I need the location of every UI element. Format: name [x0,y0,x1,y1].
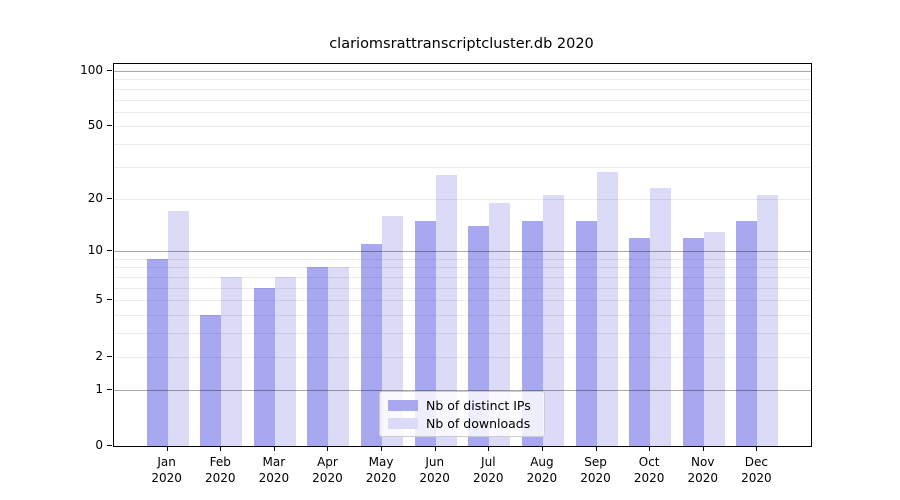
bar-distinct-ips-may [361,244,383,446]
bar-distinct-ips-dec [736,220,758,446]
y-tick-label: 50 [87,118,103,133]
y-tick [107,299,112,301]
bar-distinct-ips-oct [629,237,651,446]
legend-swatch-distinct-ips [388,399,418,411]
y-tick-label: 20 [87,190,103,205]
bar-distinct-ips-jan [146,258,168,446]
x-tick-label: Sep 2020 [580,455,611,485]
gridline-minor [114,79,811,81]
legend-label: Nb of downloads [426,415,531,431]
bar-downloads-oct [650,187,672,446]
x-tick [273,446,275,451]
x-tick-label: Feb 2020 [204,455,236,485]
x-tick-label: Mar 2020 [258,455,290,485]
y-tick-label: 10 [87,243,103,258]
y-tick-label: 1 [95,381,103,396]
gridline-major [114,389,811,391]
y-tick [107,355,112,357]
legend-row: Nb of distinct IPs [388,398,536,413]
bar-downloads-feb [221,277,243,446]
x-tick-label: Apr 2020 [312,455,343,485]
bar-distinct-ips-aug [521,220,543,446]
x-tick-label: Jan 2020 [151,455,182,485]
y-tick [107,250,112,252]
bar-downloads-apr [328,267,350,446]
x-tick [488,446,490,451]
y-tick-label: 5 [95,292,103,307]
y-tick [107,445,112,446]
gridline-minor [114,277,811,278]
legend-label: Nb of distinct IPs [426,397,531,413]
y-tick [107,69,112,71]
plot-area [113,63,812,447]
bar-downloads-dec [757,194,779,446]
gridline-minor [114,356,811,358]
bar-downloads-aug [542,194,564,446]
x-tick-label: Jun 2020 [419,455,450,485]
y-tick [107,388,112,390]
gridline-minor [114,99,811,101]
x-tick [381,446,383,451]
gridline-minor [114,111,811,113]
x-tick [220,446,222,451]
legend: Nb of distinct IPs Nb of downloads [379,391,545,437]
bar-downloads-jul [489,202,511,446]
bar-downloads-sep [596,172,618,446]
bar-downloads-may [382,215,404,446]
gridline-minor [114,88,811,90]
x-tick-label: Dec 2020 [741,455,772,485]
gridline-minor [114,144,811,146]
gridline-minor [114,315,811,317]
x-tick [702,446,704,451]
y-tick [107,197,112,199]
y-tick-label: 2 [95,348,103,363]
bar-distinct-ips-jun [414,220,436,446]
x-tick-label: Oct 2020 [633,455,665,485]
chart-title: clariomsrattranscriptcluster.db 2020 [329,36,594,52]
gridline-minor [114,287,811,289]
gridline-minor [114,333,811,335]
y-tick-label: 100 [80,62,103,77]
gridline-minor [114,198,811,200]
x-tick [166,446,168,451]
bar-distinct-ips-feb [200,315,222,446]
gridline-major [114,70,811,72]
bar-downloads-nov [703,231,725,446]
gridline-minor [114,267,811,269]
bar-distinct-ips-apr [307,267,329,446]
gridline-minor [114,126,811,128]
bar-downloads-mar [274,277,296,446]
x-tick [434,446,436,451]
bar-downloads-jun [435,175,457,446]
bar-distinct-ips-mar [253,287,275,446]
legend-swatch-downloads [388,417,418,429]
gridline-minor [114,258,811,260]
bar-distinct-ips-sep [575,220,597,446]
gridline-major [114,251,811,253]
x-tick [595,446,597,451]
x-tick [327,446,329,451]
x-tick-label: Jul 2020 [473,455,504,485]
legend-row: Nb of downloads [388,416,536,431]
x-tick-label: Aug 2020 [526,455,558,485]
x-tick [649,446,651,451]
x-tick-label: Nov 2020 [687,455,719,485]
bar-downloads-jan [167,211,189,446]
gridline-minor [114,300,811,302]
bar-distinct-ips-jul [468,225,490,446]
y-tick-label: 0 [95,438,103,452]
x-tick [541,446,543,451]
x-tick [756,446,758,451]
x-tick-label: May 2020 [365,455,397,485]
bar-distinct-ips-nov [682,237,704,446]
gridline-minor [114,166,811,168]
y-tick [107,125,112,127]
